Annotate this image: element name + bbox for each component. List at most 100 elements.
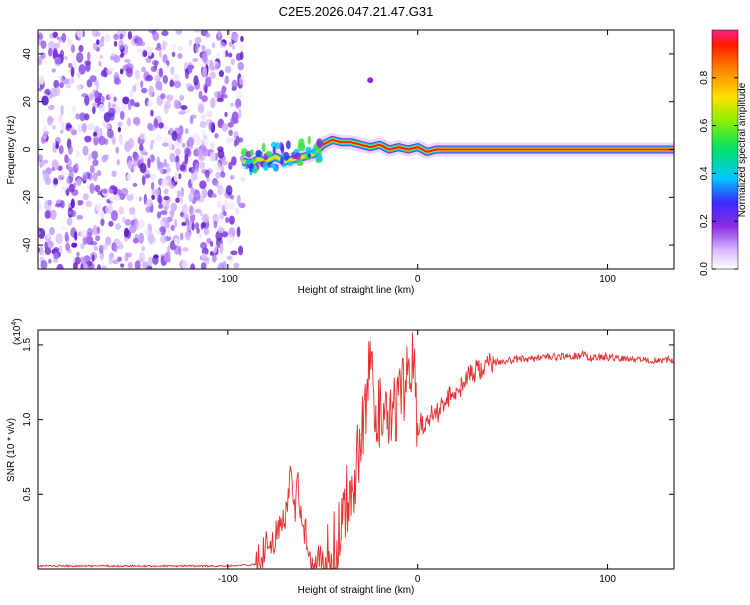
noise-speckle <box>194 147 201 158</box>
snr-point <box>331 559 333 561</box>
noise-speckle <box>90 241 98 246</box>
noise-speckle <box>151 194 155 200</box>
noise-speckle <box>160 93 166 100</box>
noise-speckle <box>68 170 74 182</box>
noise-speckle <box>145 74 153 82</box>
track-blob <box>280 156 284 166</box>
noise-speckle <box>108 67 115 72</box>
noise-speckle <box>141 261 149 269</box>
noise-speckle <box>80 243 85 250</box>
noise-speckle <box>150 139 155 145</box>
noise-speckle <box>231 45 236 50</box>
noise-speckle <box>44 210 51 219</box>
noise-speckle <box>144 229 150 235</box>
noise-speckle <box>133 152 140 162</box>
noise-speckle <box>236 226 241 238</box>
noise-speckle <box>47 117 54 123</box>
noise-speckle <box>38 33 44 40</box>
noise-speckle <box>85 200 93 208</box>
noise-speckle <box>82 172 87 181</box>
snr-point <box>388 426 390 428</box>
noise-speckle <box>126 173 132 182</box>
noise-speckle <box>202 66 207 78</box>
noise-speckle <box>236 194 241 206</box>
noise-speckle <box>132 84 137 93</box>
noise-speckle <box>71 105 77 113</box>
noise-speckle <box>233 139 238 148</box>
noise-speckle <box>178 173 182 180</box>
noise-speckle <box>210 97 216 109</box>
noise-speckle <box>133 219 139 230</box>
noise-speckle <box>235 91 243 99</box>
noise-speckle <box>159 225 167 233</box>
noise-speckle <box>174 218 178 228</box>
noise-speckle <box>169 209 175 216</box>
noise-speckle <box>228 129 233 136</box>
noise-speckle <box>50 209 57 220</box>
noise-speckle <box>47 40 55 51</box>
noise-speckle <box>38 74 45 85</box>
noise-speckle <box>110 99 115 106</box>
noise-speckle <box>176 189 181 198</box>
noise-speckle <box>58 174 62 181</box>
noise-speckle <box>47 199 53 206</box>
noise-speckle <box>156 156 160 165</box>
noise-speckle <box>109 196 113 202</box>
noise-speckle <box>174 237 179 246</box>
noise-speckle <box>194 43 200 54</box>
noise-speckle <box>221 160 228 166</box>
noise-speckle <box>115 146 119 154</box>
noise-speckle <box>68 210 72 216</box>
noise-speckle <box>87 51 91 61</box>
noise-speckle <box>206 110 213 117</box>
noise-speckle <box>62 78 70 85</box>
noise-speckle <box>114 238 120 244</box>
noise-speckle <box>89 75 97 83</box>
noise-speckle <box>44 247 52 255</box>
noise-speckle <box>117 126 122 133</box>
noise-speckle <box>70 198 75 209</box>
noise-speckle <box>40 260 48 269</box>
colorbar-tick-label: 0.6 <box>699 118 710 132</box>
noise-speckle <box>67 166 74 172</box>
noise-speckle <box>98 60 102 67</box>
noise-speckle <box>193 75 199 86</box>
noise-speckle <box>124 58 131 64</box>
noise-speckle <box>174 148 181 156</box>
noise-speckle <box>113 40 118 47</box>
noise-speckle <box>231 156 237 166</box>
noise-speckle <box>92 42 98 51</box>
noise-speckle <box>212 213 219 225</box>
noise-speckle <box>185 82 193 88</box>
noise-speckle <box>235 98 242 109</box>
noise-speckle <box>216 97 224 103</box>
noise-speckle <box>213 220 218 229</box>
noise-speckle <box>194 222 200 230</box>
noise-speckle <box>119 33 124 40</box>
noise-speckle <box>92 224 98 236</box>
noise-speckle <box>71 242 78 248</box>
noise-speckle <box>238 245 244 256</box>
noise-speckle <box>75 162 79 170</box>
noise-speckle <box>147 100 153 108</box>
noise-speckle <box>74 230 78 241</box>
noise-speckle <box>58 37 63 44</box>
noise-speckle <box>53 79 60 89</box>
noise-speckle <box>42 133 48 140</box>
noise-speckle <box>94 90 100 99</box>
noise-speckle <box>209 141 215 149</box>
snr-point <box>625 357 628 359</box>
noise-speckle <box>91 150 99 160</box>
noise-speckle <box>88 93 94 101</box>
noise-speckle <box>82 235 88 245</box>
noise-speckle <box>182 213 190 220</box>
track-blob <box>251 167 257 173</box>
noise-speckle <box>201 95 208 103</box>
snr-point <box>531 357 533 359</box>
snr-point <box>398 404 400 406</box>
noise-speckle <box>53 42 61 49</box>
noise-speckle <box>41 95 49 106</box>
noise-speckle <box>158 49 163 59</box>
noise-speckle <box>180 187 185 198</box>
noise-speckle <box>117 256 122 262</box>
